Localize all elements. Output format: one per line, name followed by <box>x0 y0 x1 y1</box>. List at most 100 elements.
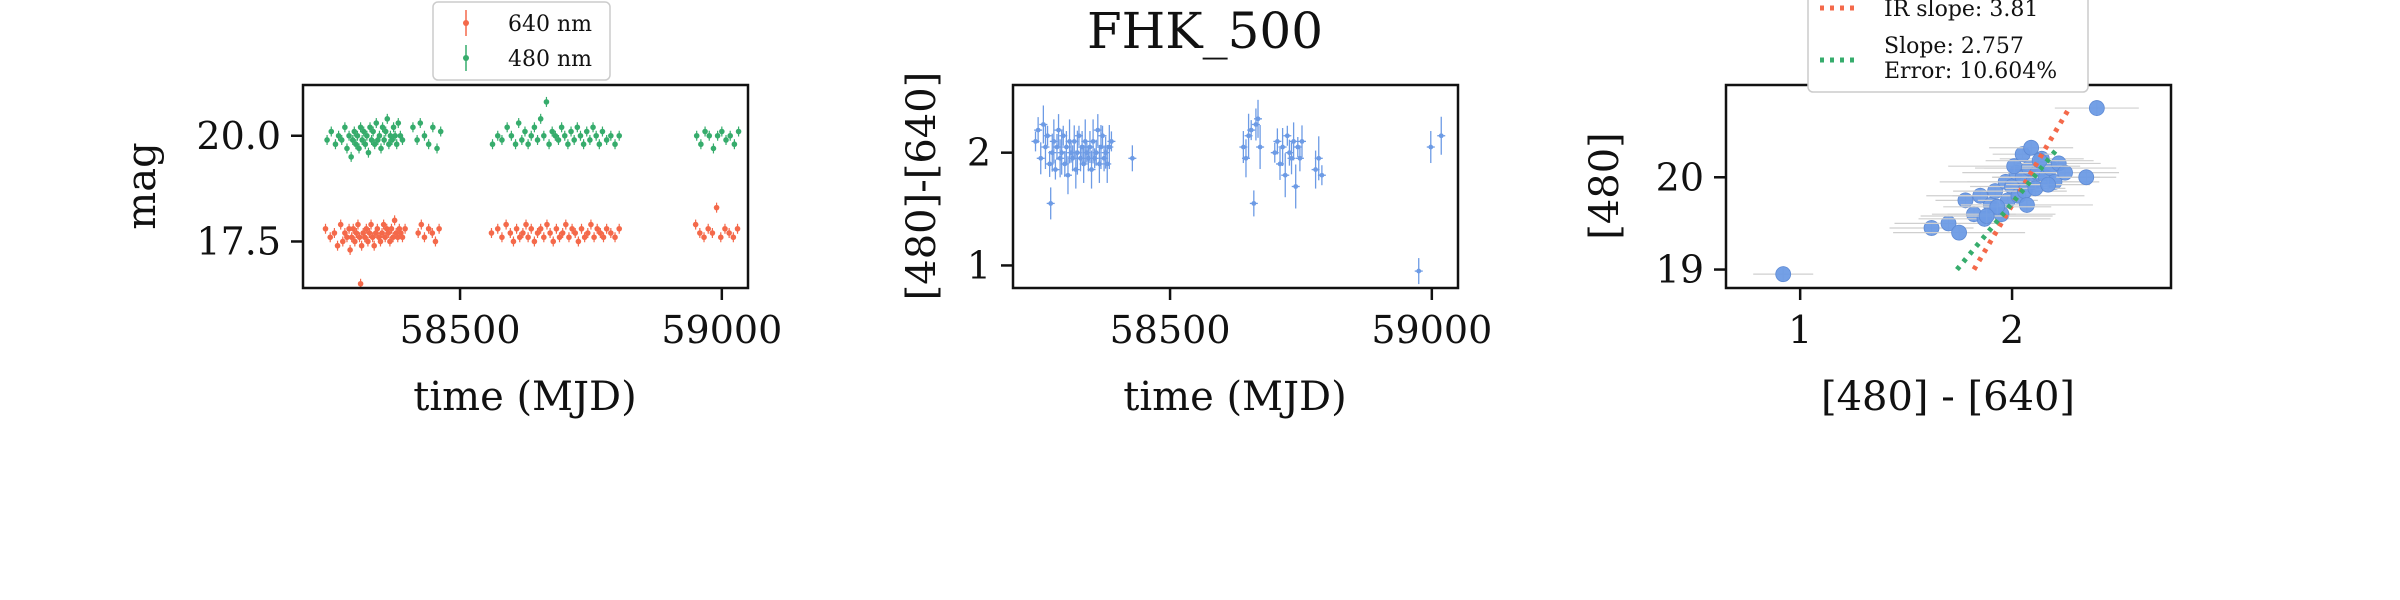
point-640nm <box>608 228 614 239</box>
point-480nm <box>417 118 424 129</box>
point-480nm <box>338 134 345 145</box>
point-480nm <box>335 130 342 141</box>
light-curve-legend: 640 nm 480 nm <box>432 1 611 81</box>
point-640nm <box>585 228 591 239</box>
point-640nm <box>418 219 425 230</box>
point-480nm <box>719 126 725 137</box>
light-curve-xtick-label: 58500 <box>400 308 521 352</box>
point-640nm <box>597 228 604 239</box>
point-640nm <box>366 228 373 239</box>
point-640nm <box>705 223 712 234</box>
color-curve-points <box>1031 99 1446 285</box>
point-480nm <box>395 118 402 129</box>
point-480nm <box>702 126 708 137</box>
point-480nm <box>324 134 330 145</box>
legend-480nm-label: 480 nm <box>508 47 592 72</box>
point-480nm <box>593 130 599 141</box>
point-color-index <box>1054 114 1063 147</box>
point-640nm <box>327 232 334 243</box>
point-480nm <box>382 126 389 137</box>
point-color-index <box>1281 153 1290 198</box>
point-640nm <box>516 232 523 243</box>
point-480nm <box>342 122 348 133</box>
point-color-index <box>1291 164 1300 209</box>
point-480nm <box>525 139 531 150</box>
point-480nm <box>515 118 522 129</box>
point-480nm <box>376 130 383 141</box>
point-480nm <box>368 134 375 145</box>
point-color-index <box>1293 137 1302 158</box>
point-480nm <box>499 134 505 145</box>
point-640nm <box>559 228 566 239</box>
point-480nm <box>392 130 398 141</box>
point-480nm <box>714 130 721 141</box>
point-640nm <box>387 236 393 247</box>
point-640nm <box>488 228 495 239</box>
point-480nm <box>373 118 380 129</box>
color-magnitude-legend-box <box>1807 0 2089 93</box>
point-480nm <box>587 134 593 145</box>
legend-slope-label: Slope: 2.757 <box>1884 34 2024 59</box>
point-480nm <box>522 126 528 137</box>
point-color-index <box>1036 142 1045 175</box>
point-480nm <box>390 122 397 133</box>
point-480nm <box>508 130 515 141</box>
point-cmd <box>1893 224 2026 241</box>
point-640nm <box>544 219 550 230</box>
point-480nm <box>434 143 440 154</box>
point-640nm <box>603 223 610 234</box>
light-curve-legend-box <box>432 1 611 81</box>
point-640nm <box>390 232 396 243</box>
point-640nm <box>701 232 707 243</box>
point-color-index <box>1297 125 1306 158</box>
point-480nm <box>565 139 571 150</box>
point-480nm <box>574 122 581 133</box>
point-color-index <box>1289 122 1298 161</box>
point-640nm <box>510 236 517 247</box>
color-magnitude-ytick-label: 19 <box>1656 248 1704 292</box>
light-curve-xtick-label: 59000 <box>661 308 782 352</box>
legend-480nm-marker <box>463 45 469 71</box>
point-480nm <box>546 139 552 150</box>
point-480nm <box>389 134 395 145</box>
point-640nm <box>528 223 535 234</box>
point-640nm <box>531 236 538 247</box>
point-480nm <box>349 134 356 145</box>
point-640nm <box>709 228 716 239</box>
point-480nm <box>393 139 400 150</box>
point-color-index <box>1057 130 1066 175</box>
point-640nm <box>520 228 526 239</box>
point-480nm <box>351 126 358 137</box>
point-color-index <box>1051 159 1060 180</box>
point-cmd <box>2011 164 2120 181</box>
point-480nm <box>698 139 704 150</box>
point-480nm <box>731 139 738 150</box>
point-640nm <box>399 232 406 243</box>
color-magnitude-xtick-label: 1 <box>1788 308 1812 352</box>
point-480nm <box>410 122 416 133</box>
point-color-index <box>1098 125 1107 146</box>
point-color-index <box>1041 125 1050 170</box>
color-magnitude-points <box>1753 100 2139 283</box>
point-480nm <box>384 113 391 124</box>
point-color-index <box>1285 139 1294 166</box>
color-curve-xtick-label: 59000 <box>1371 308 1492 352</box>
point-640nm <box>425 223 432 234</box>
point-640nm <box>499 232 505 243</box>
color-magnitude-xtick-label: 2 <box>2000 308 2024 352</box>
point-480nm <box>425 139 432 150</box>
point-640nm <box>382 232 388 243</box>
point-480nm <box>612 139 618 150</box>
point-480nm <box>414 134 420 145</box>
point-color-index <box>1105 125 1114 170</box>
point-640nm <box>513 223 520 234</box>
point-480nm <box>489 139 496 150</box>
point-480nm <box>735 126 742 137</box>
point-480nm <box>710 143 717 154</box>
point-480nm <box>568 126 574 137</box>
point-color-index <box>1074 125 1083 146</box>
color-curve-ytick-label: 1 <box>967 243 991 287</box>
point-480nm <box>590 122 596 133</box>
point-640nm <box>563 219 569 230</box>
